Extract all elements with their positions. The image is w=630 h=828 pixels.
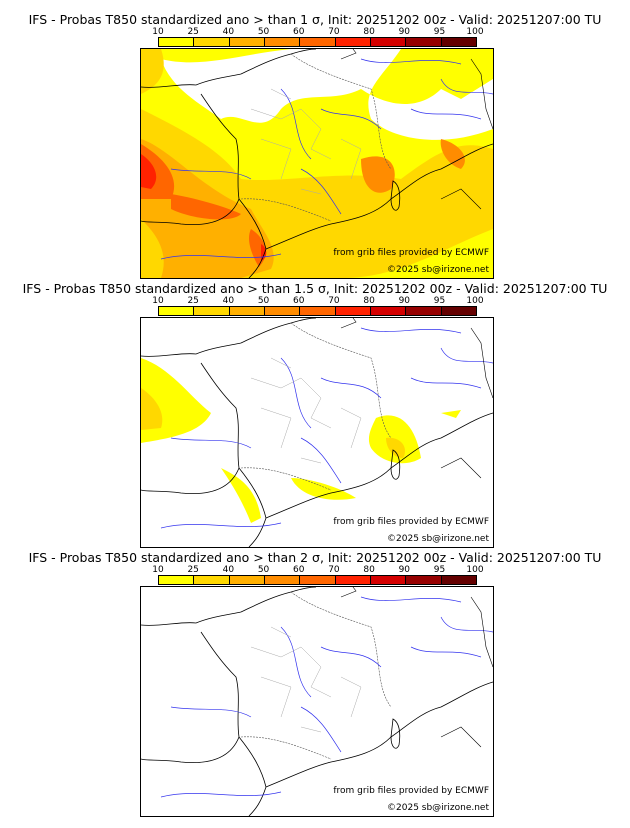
tick-label: 95	[433, 27, 446, 37]
colorbar-swatch	[159, 576, 195, 584]
colorbar-swatch	[370, 576, 407, 584]
colorbar-swatch	[300, 38, 336, 46]
colorbar-swatch	[194, 38, 230, 46]
map: from grib files provided by ECMWF ©2025 …	[140, 586, 494, 817]
tick-label: 10	[152, 27, 164, 37]
tick-label: 95	[433, 296, 446, 306]
colorbar-swatch	[159, 307, 195, 315]
colorbar-swatch	[300, 576, 336, 584]
colorbar-swatch	[159, 38, 195, 46]
colorbar-swatch	[370, 38, 407, 46]
tick-label: 10	[152, 565, 164, 575]
tick-label: 25	[187, 27, 199, 37]
tick-label: 40	[222, 27, 235, 37]
colorbar-ticks: 10 25 40 50 60 70 80 90 95 100	[152, 296, 483, 306]
tick-label: 80	[363, 296, 375, 306]
copyright: ©2025 sb@irizone.net	[387, 534, 489, 544]
tick-label: 70	[328, 296, 340, 306]
map-panel-2sigma: IFS - Probas T850 standardized ano > tha…	[0, 538, 630, 817]
map: from grib files provided by ECMWF ©2025 …	[140, 317, 494, 548]
colorbar-swatch	[264, 307, 301, 315]
colorbar-swatch	[406, 576, 442, 584]
panel-title: IFS - Probas T850 standardized ano > tha…	[28, 550, 602, 565]
tick-label: 50	[257, 296, 270, 306]
panel-title: IFS - Probas T850 standardized ano > tha…	[22, 281, 608, 296]
colorbar-ticks: 10 25 40 50 60 70 80 90 95 100	[152, 27, 483, 37]
colorbar-swatch	[335, 307, 371, 315]
colorbar-swatch	[229, 576, 265, 584]
tick-label: 100	[466, 565, 484, 575]
data-source-credit: from grib files provided by ECMWF	[333, 248, 489, 258]
tick-label: 90	[398, 296, 411, 306]
probability-field	[141, 318, 493, 547]
colorbar-swatch	[194, 576, 230, 584]
colorbar	[158, 575, 477, 585]
tick-label: 90	[398, 565, 411, 575]
tick-label: 60	[293, 296, 305, 306]
tick-label: 70	[328, 27, 340, 37]
probability-field	[141, 587, 493, 816]
copyright: ©2025 sb@irizone.net	[387, 265, 489, 275]
colorbar-swatch	[229, 38, 265, 46]
tick-label: 25	[187, 565, 199, 575]
map: from grib files provided by ECMWF ©2025 …	[140, 48, 494, 279]
tick-label: 80	[363, 27, 375, 37]
colorbar-swatch	[441, 38, 476, 46]
colorbar-swatch	[370, 307, 407, 315]
tick-label: 40	[222, 565, 235, 575]
colorbar-swatch	[264, 576, 301, 584]
tick-label: 100	[466, 27, 484, 37]
tick-label: 25	[187, 296, 199, 306]
colorbar	[158, 306, 477, 316]
colorbar-swatch	[335, 576, 371, 584]
tick-label: 50	[257, 565, 270, 575]
data-source-credit: from grib files provided by ECMWF	[333, 517, 489, 527]
colorbar	[158, 37, 477, 47]
colorbar-swatch	[300, 307, 336, 315]
map-panel-1-5sigma: IFS - Probas T850 standardized ano > tha…	[0, 269, 630, 548]
colorbar-swatch	[335, 38, 371, 46]
tick-label: 60	[293, 27, 305, 37]
tick-label: 80	[363, 565, 375, 575]
map-panel-1sigma: IFS - Probas T850 standardized ano > tha…	[0, 0, 630, 279]
colorbar-swatch	[441, 307, 476, 315]
probability-field	[141, 49, 493, 278]
colorbar-swatch	[406, 307, 442, 315]
tick-label: 70	[328, 565, 340, 575]
tick-label: 50	[257, 27, 270, 37]
tick-label: 100	[466, 296, 484, 306]
tick-label: 90	[398, 27, 411, 37]
colorbar-swatch	[406, 38, 442, 46]
tick-label: 10	[152, 296, 164, 306]
colorbar-swatch	[229, 307, 265, 315]
copyright: ©2025 sb@irizone.net	[387, 803, 489, 813]
colorbar-swatch	[264, 38, 301, 46]
panel-title: IFS - Probas T850 standardized ano > tha…	[28, 12, 602, 27]
colorbar-ticks: 10 25 40 50 60 70 80 90 95 100	[152, 565, 483, 575]
data-source-credit: from grib files provided by ECMWF	[333, 786, 489, 796]
tick-label: 40	[222, 296, 235, 306]
colorbar-swatch	[194, 307, 230, 315]
tick-label: 60	[293, 565, 305, 575]
tick-label: 95	[433, 565, 446, 575]
colorbar-swatch	[441, 576, 476, 584]
